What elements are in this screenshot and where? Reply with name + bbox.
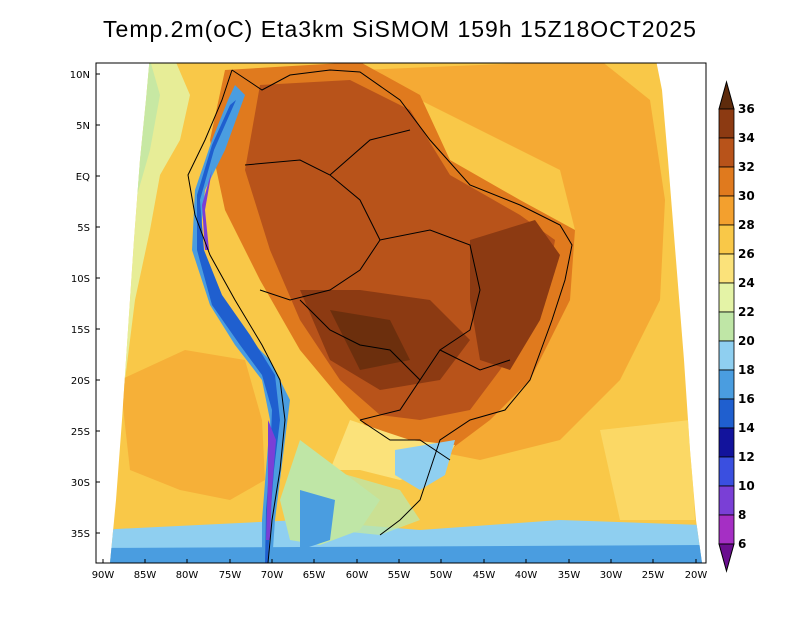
colorbar-bin [718, 456, 735, 487]
colorbar-bin [718, 282, 735, 313]
colorbar-bin [718, 398, 735, 429]
colorbar-bin [718, 514, 735, 545]
colorbar-label-26: 26 [738, 247, 755, 261]
lon-label-85w: 85W [134, 570, 157, 581]
colorbar-bin [718, 253, 735, 284]
lat-label-5n: 5N [76, 121, 90, 132]
colorbar-label-18: 18 [738, 363, 755, 377]
colorbar-label-28: 28 [738, 218, 755, 232]
colorbar-bin [718, 195, 735, 226]
colorbar-bin [718, 166, 735, 197]
lon-label-70w: 70W [261, 570, 284, 581]
latitude-axis: 10N 5N EQ 5S 10S 15S 20S 25S 30S 35S [70, 70, 100, 540]
colorbar-bin [718, 108, 735, 139]
lon-label-90w: 90W [92, 570, 115, 581]
lat-label-35s: 35S [71, 529, 90, 540]
colorbar-bin [718, 369, 735, 400]
colorbar-label-22: 22 [738, 305, 755, 319]
lon-label-20w: 20W [685, 570, 708, 581]
colorbar-label-16: 16 [738, 392, 755, 406]
colorbar-label-12: 12 [738, 450, 755, 464]
lon-label-45w: 45W [473, 570, 496, 581]
lon-label-40w: 40W [515, 570, 538, 581]
map-title: Temp.2m(oC) Eta3km SiSMOM 159h 15Z18OCT2… [103, 16, 697, 42]
colorbar-labels: 36 34 32 30 28 26 24 22 20 18 16 14 12 1… [738, 102, 755, 551]
lat-label-30s: 30S [71, 478, 90, 489]
colorbar-label-14: 14 [738, 421, 755, 435]
colorbar-label-6: 6 [738, 537, 746, 551]
colorbar-label-20: 20 [738, 334, 755, 348]
lat-label-5s: 5S [77, 223, 90, 234]
lon-label-30w: 30W [600, 570, 623, 581]
lon-label-50w: 50W [430, 570, 453, 581]
colorbar-bin [718, 427, 735, 458]
lat-label-eq: EQ [76, 172, 90, 183]
lon-label-55w: 55W [388, 570, 411, 581]
colorbar-label-8: 8 [738, 508, 746, 522]
map-frame [95, 62, 707, 564]
lon-label-25w: 25W [642, 570, 665, 581]
lon-label-60w: 60W [346, 570, 369, 581]
colorbar-label-32: 32 [738, 160, 755, 174]
lat-label-15s: 15S [71, 325, 90, 336]
colorbar-bin [718, 485, 735, 516]
colorbar-label-34: 34 [738, 131, 755, 145]
colorbar-bottom-arrow [718, 543, 735, 573]
colorbar-bin [718, 137, 735, 168]
longitude-axis: 90W 85W 80W 75W 70W 65W 60W 55W 50W 45W … [92, 559, 708, 581]
lat-label-10s: 10S [71, 274, 90, 285]
colorbar-label-24: 24 [738, 276, 755, 290]
lon-label-75w: 75W [219, 570, 242, 581]
map-domain [110, 63, 702, 563]
colorbar-label-36: 36 [738, 102, 755, 116]
colorbar-bin [718, 311, 735, 342]
lon-label-35w: 35W [558, 570, 581, 581]
colorbar-label-10: 10 [738, 479, 755, 493]
colorbar [718, 80, 735, 573]
colorbar-bin [718, 340, 735, 371]
lon-label-80w: 80W [176, 570, 199, 581]
lat-label-10n: 10N [70, 70, 90, 81]
colorbar-top-arrow [718, 80, 735, 110]
lat-label-25s: 25S [71, 427, 90, 438]
lat-label-20s: 20S [71, 376, 90, 387]
colorbar-bin [718, 224, 735, 255]
lon-label-65w: 65W [303, 570, 326, 581]
colorbar-label-30: 30 [738, 189, 755, 203]
